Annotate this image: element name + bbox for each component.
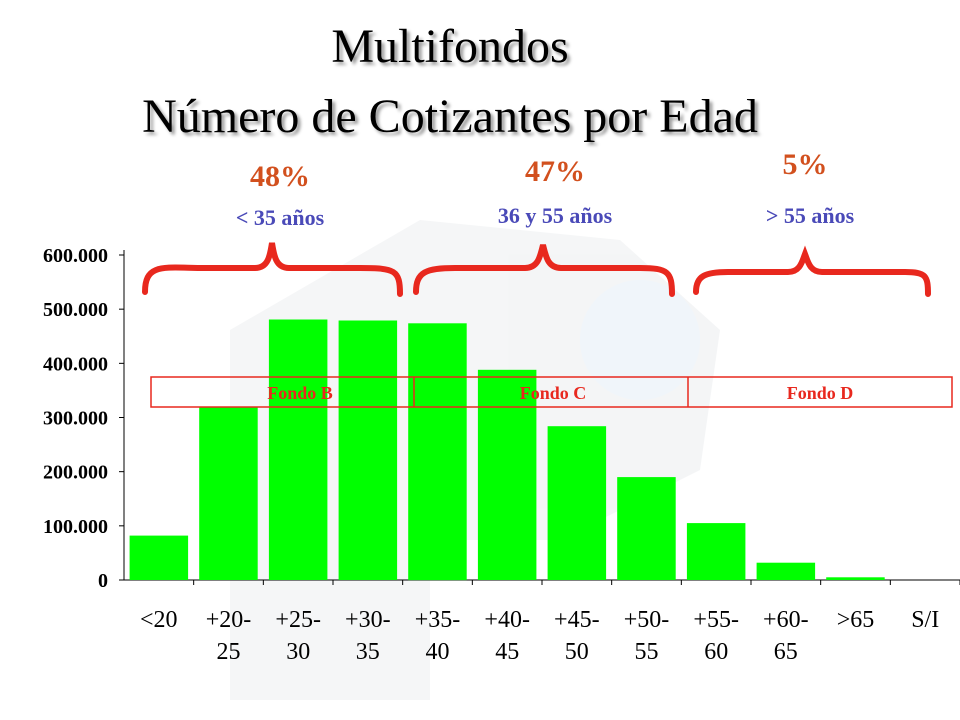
fondo-d-label: Fondo D bbox=[787, 383, 854, 403]
bar-7 bbox=[617, 477, 676, 580]
bar-8 bbox=[686, 523, 746, 580]
x-tick-label-5: +40-45 bbox=[484, 607, 530, 665]
x-tick-label-11: S/I bbox=[911, 607, 939, 633]
x-tick-label-10: >65 bbox=[837, 607, 875, 633]
x-tick-label-4: +35-40 bbox=[415, 607, 461, 665]
group-2-age-range: 36 y 55 años bbox=[497, 203, 613, 228]
y-tick-label-1: 100.000 bbox=[43, 516, 108, 538]
group-3-percent: 5% bbox=[782, 148, 828, 181]
chart-title-line-2: Número de Cotizantes por Edad bbox=[142, 90, 758, 143]
x-tick-label-8: +55-60 bbox=[693, 607, 739, 665]
group-1-percent: 48% bbox=[250, 160, 310, 193]
bar-5 bbox=[477, 369, 537, 580]
x-tick-label-7: +50-55 bbox=[624, 607, 670, 665]
x-tick-label-9: +60-65 bbox=[763, 607, 809, 665]
x-tick-label-6: +45-50 bbox=[554, 607, 600, 665]
bar-4 bbox=[408, 323, 467, 581]
bar-6 bbox=[547, 426, 607, 580]
x-tick-label-1: +20-25 bbox=[206, 607, 252, 665]
chart-title-line-1: Multifondos bbox=[331, 20, 569, 73]
fondo-c-label: Fondo C bbox=[520, 383, 587, 403]
group-1-age-range: < 35 años bbox=[235, 205, 325, 230]
fondo-band-frame bbox=[150, 376, 953, 408]
bar-1 bbox=[199, 406, 258, 580]
x-tick-label-2: +25-30 bbox=[275, 607, 321, 665]
fondo-b-label: Fondo B bbox=[267, 383, 333, 403]
bar-0 bbox=[129, 535, 189, 580]
y-tick-label-3: 300.000 bbox=[43, 408, 108, 430]
brace-group-1 bbox=[142, 242, 403, 297]
group-3-age-range: > 55 años bbox=[765, 203, 855, 228]
x-tick-label-3: +30-35 bbox=[345, 607, 391, 665]
group-2-percent: 47% bbox=[525, 155, 585, 188]
fondo-band: Fondo B Fondo C Fondo D bbox=[150, 376, 953, 408]
y-tick-label-2: 200.000 bbox=[43, 462, 108, 484]
y-tick-label-5: 500.000 bbox=[43, 299, 108, 321]
bar-10 bbox=[826, 577, 885, 580]
bar-3 bbox=[338, 320, 398, 580]
x-tick-label-0: <20 bbox=[140, 607, 178, 633]
bar-9 bbox=[756, 562, 816, 580]
y-tick-label-6: 600.000 bbox=[43, 245, 108, 267]
y-tick-label-4: 400.000 bbox=[43, 353, 108, 375]
bar-2 bbox=[268, 319, 328, 580]
brace-group-2 bbox=[413, 244, 675, 297]
brace-group-3 bbox=[693, 245, 931, 297]
y-tick-label-0: 0 bbox=[98, 570, 108, 592]
